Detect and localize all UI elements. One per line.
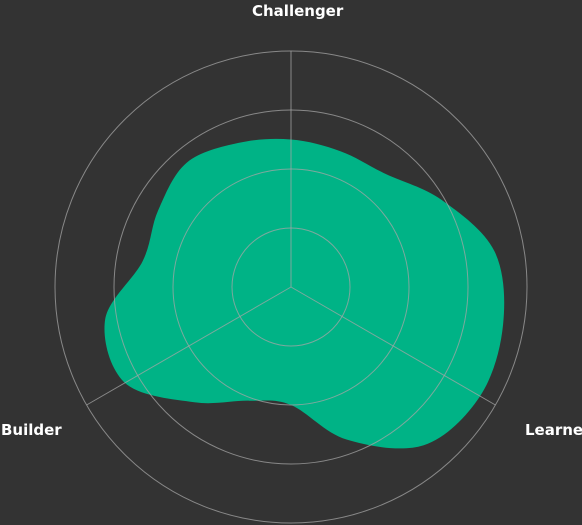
axis-label-learner: Learner bbox=[525, 421, 582, 439]
axis-line-learner bbox=[290, 286, 496, 406]
radar-series-shape bbox=[104, 138, 505, 449]
axis-label-builder: Builder bbox=[1, 421, 62, 439]
axis-label-challenger: Challenger bbox=[252, 2, 344, 20]
axis-line-builder bbox=[86, 286, 292, 406]
